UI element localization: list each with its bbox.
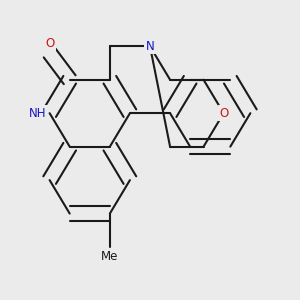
Text: O: O	[45, 37, 54, 50]
Text: NH: NH	[29, 107, 46, 120]
Text: O: O	[219, 107, 228, 120]
Text: Me: Me	[101, 250, 118, 263]
Text: N: N	[146, 40, 154, 53]
